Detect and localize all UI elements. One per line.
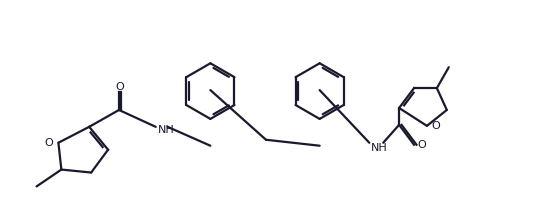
Text: O: O — [417, 140, 426, 150]
Text: NH: NH — [158, 125, 174, 135]
Text: O: O — [116, 82, 124, 92]
Text: O: O — [44, 138, 53, 148]
Text: O: O — [432, 121, 440, 131]
Text: NH: NH — [372, 143, 388, 153]
